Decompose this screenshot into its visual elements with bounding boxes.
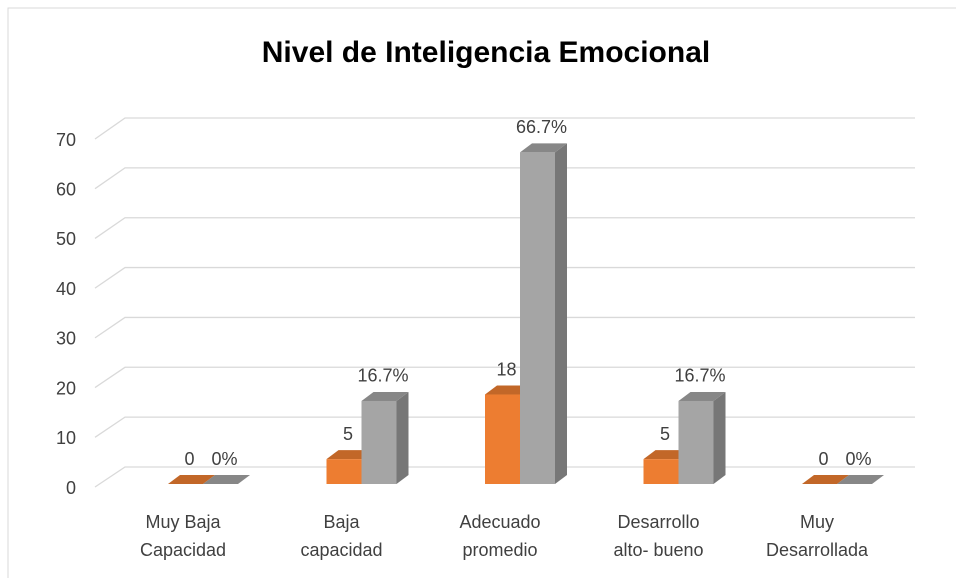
bar-side xyxy=(396,391,409,484)
data-label: 0 xyxy=(184,449,194,469)
x-tick-label: Baja capacidad xyxy=(300,512,383,560)
x-tick-label: Muy Desarrollada xyxy=(765,512,869,560)
y-tick-label: 30 xyxy=(56,329,76,349)
x-tick-label: Adecuado promedio xyxy=(459,512,541,560)
y-tick-label: 50 xyxy=(56,229,76,249)
data-label: 16.7% xyxy=(674,366,725,386)
bar xyxy=(643,459,679,484)
bar xyxy=(520,152,555,485)
data-label: 5 xyxy=(660,424,670,444)
bar-top xyxy=(678,391,726,401)
data-label: 5 xyxy=(343,424,353,444)
grid-line xyxy=(94,167,915,190)
bar xyxy=(485,394,520,484)
grid-line xyxy=(94,117,915,140)
data-label: 18 xyxy=(496,359,516,379)
bar-top xyxy=(837,475,884,484)
bar-top xyxy=(520,143,567,153)
bar-top xyxy=(802,475,849,484)
x-tick-label: Desarrollo alto- bueno xyxy=(613,512,704,560)
data-label: 16.7% xyxy=(357,366,408,386)
grid-line xyxy=(94,217,915,239)
y-tick-label: 60 xyxy=(56,179,76,199)
grid-line xyxy=(94,366,915,389)
bar xyxy=(326,459,362,484)
bar-side xyxy=(555,143,567,485)
y-tick-label: 0 xyxy=(66,478,76,498)
bar-top xyxy=(361,391,409,401)
grid-line xyxy=(94,266,915,289)
bar-top xyxy=(168,475,215,484)
data-label: 66.7% xyxy=(516,117,567,137)
chart-title: Nivel de Inteligencia Emocional xyxy=(262,36,710,69)
data-label: 0% xyxy=(211,449,237,469)
bar-top xyxy=(203,475,250,484)
y-tick-label: 40 xyxy=(56,279,76,299)
data-label: 0% xyxy=(845,449,871,469)
data-label: 0 xyxy=(818,449,828,469)
y-tick-label: 10 xyxy=(56,428,76,448)
y-tick-label: 70 xyxy=(56,130,76,150)
y-tick-label: 20 xyxy=(56,378,76,398)
bar xyxy=(678,400,714,484)
chart-border xyxy=(7,7,956,578)
grid-line xyxy=(94,316,915,339)
bar xyxy=(361,400,397,484)
grid-line xyxy=(94,416,915,438)
x-tick-label: Muy Baja Capacidad xyxy=(139,512,227,560)
bar-side xyxy=(713,391,726,484)
